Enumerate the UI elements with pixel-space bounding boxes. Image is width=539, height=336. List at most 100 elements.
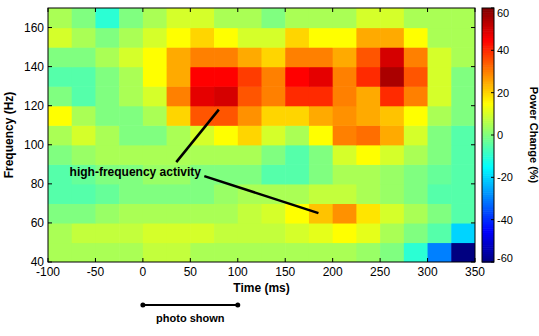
heat-cell <box>451 125 475 145</box>
heat-cell <box>309 184 333 204</box>
heat-cell <box>72 125 96 145</box>
heat-cell <box>333 106 357 126</box>
heat-cell <box>262 145 286 165</box>
heat-cell <box>262 86 286 106</box>
heat-cell <box>119 125 143 145</box>
heat-cell <box>262 125 286 145</box>
heat-cell <box>428 125 452 145</box>
y-axis-title: Frequency (Hz) <box>2 92 16 179</box>
heat-cell <box>167 47 191 67</box>
heat-cell <box>285 47 309 67</box>
heat-cell <box>451 47 475 67</box>
heat-cell <box>356 164 380 184</box>
colorbar-tick-label: -20 <box>497 171 513 183</box>
x-tick <box>142 258 143 262</box>
y-tick <box>471 183 475 184</box>
heat-cell <box>262 164 286 184</box>
heat-cell <box>428 8 452 28</box>
heat-cell <box>309 86 333 106</box>
x-tick <box>332 258 333 262</box>
heat-cell <box>190 8 214 28</box>
heat-cell <box>119 184 143 204</box>
y-tick-label: 80 <box>31 177 45 191</box>
x-tick <box>285 8 286 12</box>
heat-cell <box>428 184 452 204</box>
heat-cell <box>309 223 333 243</box>
heat-cell <box>48 47 72 67</box>
heat-cell <box>95 28 119 48</box>
heat-cell <box>428 145 452 165</box>
heat-cell <box>380 242 404 262</box>
heat-cell <box>167 106 191 126</box>
heat-cell <box>119 145 143 165</box>
heat-cell <box>72 184 96 204</box>
heat-cell <box>404 67 428 87</box>
heat-cell <box>95 242 119 262</box>
heat-cell <box>214 125 238 145</box>
heat-cell <box>262 8 286 28</box>
heat-cell <box>356 47 380 67</box>
heat-cell <box>309 164 333 184</box>
heat-cell <box>262 223 286 243</box>
heat-cell <box>48 223 72 243</box>
heat-cell <box>190 223 214 243</box>
colorbar-tick-label: 0 <box>497 129 503 141</box>
heat-cell <box>95 184 119 204</box>
heat-cell <box>262 28 286 48</box>
heat-cell <box>143 203 167 223</box>
heat-cell <box>428 203 452 223</box>
heat-cell <box>119 28 143 48</box>
heat-cell <box>190 203 214 223</box>
heat-cell <box>356 67 380 87</box>
heat-cell <box>167 8 191 28</box>
x-tick-label: 300 <box>418 265 438 279</box>
heat-cell <box>404 223 428 243</box>
heat-cell <box>404 47 428 67</box>
heat-cell <box>428 164 452 184</box>
x-tick <box>237 8 238 12</box>
x-tick-label: 250 <box>370 265 390 279</box>
heat-cell <box>143 184 167 204</box>
heat-cell <box>333 184 357 204</box>
heat-cell <box>451 145 475 165</box>
colorbar-tick <box>491 92 494 93</box>
heat-cell <box>333 164 357 184</box>
y-tick <box>48 105 52 106</box>
heat-cell <box>285 184 309 204</box>
heat-cell <box>238 47 262 67</box>
heat-cell <box>309 125 333 145</box>
heat-cell <box>333 145 357 165</box>
x-tick <box>237 258 238 262</box>
heat-cell <box>143 67 167 87</box>
y-tick <box>48 27 52 28</box>
heat-cell <box>404 86 428 106</box>
x-tick <box>142 8 143 12</box>
heat-cell <box>262 47 286 67</box>
heat-cell <box>238 164 262 184</box>
heat-cell <box>238 106 262 126</box>
heat-cell <box>285 223 309 243</box>
heat-cell <box>119 67 143 87</box>
heat-cell <box>404 203 428 223</box>
heat-cell <box>356 106 380 126</box>
plot-frame <box>48 8 475 262</box>
heat-cell <box>72 8 96 28</box>
y-tick <box>471 27 475 28</box>
y-tick <box>48 222 52 223</box>
heat-cell <box>48 125 72 145</box>
y-tick <box>48 144 52 145</box>
heat-cell <box>309 145 333 165</box>
heat-cell <box>48 8 72 28</box>
heat-cell <box>451 223 475 243</box>
heat-cell <box>167 125 191 145</box>
heat-cell <box>333 28 357 48</box>
heat-cell <box>143 145 167 165</box>
heat-cell <box>309 28 333 48</box>
x-tick-label: 200 <box>323 265 343 279</box>
heat-cell <box>48 145 72 165</box>
heat-cell <box>428 86 452 106</box>
heat-cell <box>72 242 96 262</box>
heat-cell <box>119 106 143 126</box>
heat-cell <box>404 184 428 204</box>
heat-cell <box>167 86 191 106</box>
